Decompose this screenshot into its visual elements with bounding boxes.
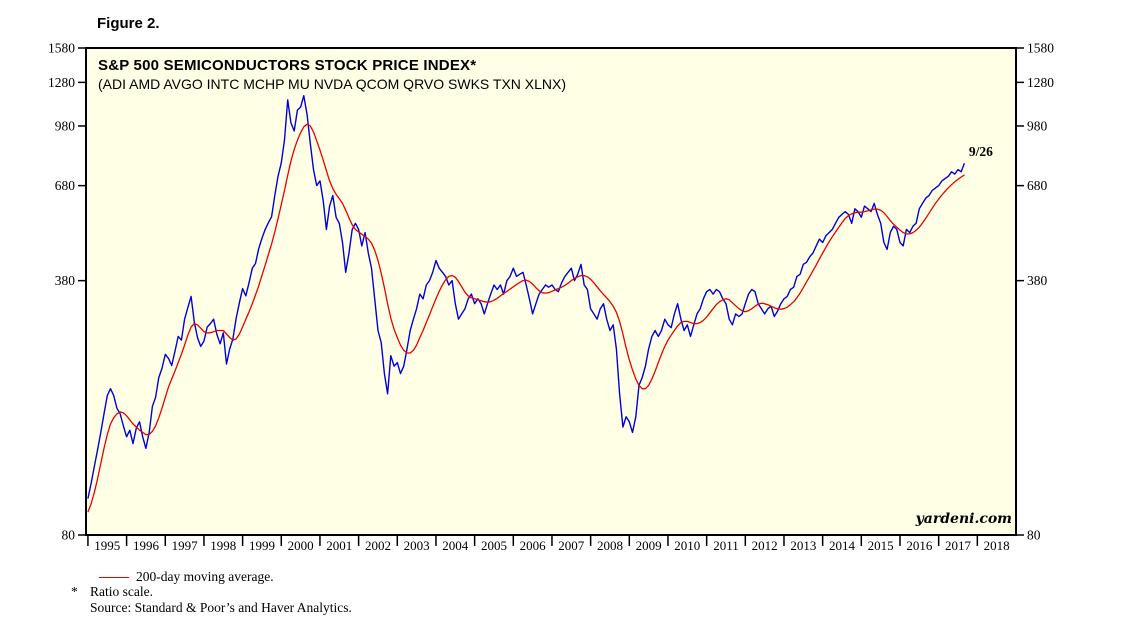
y-tick-label-right: 1280 bbox=[1027, 75, 1054, 90]
x-tick-label: 1999 bbox=[249, 538, 275, 553]
footnote-asterisk: * bbox=[71, 584, 78, 599]
legend-label: 200-day moving average. bbox=[136, 569, 274, 584]
y-tick-label-right: 1580 bbox=[1027, 41, 1054, 56]
x-tick-label: 2004 bbox=[442, 538, 469, 553]
series-s-p-500-semiconductors-stock-price-index-daily- bbox=[87, 94, 966, 499]
x-tick-label: 1996 bbox=[133, 538, 160, 553]
y-tick-label-left: 1580 bbox=[48, 41, 75, 56]
y-tick-label-right: 980 bbox=[1027, 118, 1048, 133]
watermark: yardeni.com bbox=[915, 511, 1012, 527]
x-tick-label: 1995 bbox=[94, 538, 120, 553]
x-tick-label: 2000 bbox=[288, 538, 314, 553]
footnote-ratio-scale: * Ratio scale. bbox=[71, 584, 153, 600]
figure-label: Figure 2. bbox=[97, 15, 160, 32]
y-tick-label-right: 680 bbox=[1027, 178, 1048, 193]
x-tick-label: 2008 bbox=[597, 538, 623, 553]
x-tick-label: 2005 bbox=[481, 538, 507, 553]
x-tick-label: 2017 bbox=[945, 538, 972, 553]
x-tick-label: 2016 bbox=[906, 538, 933, 553]
footnote-ratio-text: Ratio scale. bbox=[90, 584, 153, 599]
y-tick-label-left: 980 bbox=[55, 118, 76, 133]
x-tick-label: 2009 bbox=[636, 538, 662, 553]
y-tick-label-left: 80 bbox=[62, 528, 76, 543]
x-tick-label: 2013 bbox=[790, 538, 816, 553]
x-tick-label: 2001 bbox=[326, 538, 352, 553]
y-tick-label-left: 680 bbox=[55, 178, 76, 193]
latest-date-annotation: 9/26 bbox=[969, 144, 993, 159]
x-tick-label: 1998 bbox=[210, 538, 236, 553]
x-tick-label: 1997 bbox=[172, 538, 199, 553]
footnote-source: Source: Standard & Poor’s and Haver Anal… bbox=[90, 600, 352, 615]
y-tick-label-left: 380 bbox=[55, 273, 76, 288]
chart-subtitle: (ADI AMD AVGO INTC MCHP MU NVDA QCOM QRV… bbox=[98, 76, 567, 92]
y-tick-label-right: 380 bbox=[1027, 273, 1048, 288]
x-tick-label: 2012 bbox=[752, 538, 778, 553]
x-tick-label: 2002 bbox=[365, 538, 391, 553]
x-tick-label: 2010 bbox=[674, 538, 700, 553]
series-200-day-moving-average bbox=[87, 123, 965, 513]
x-tick-label: 2007 bbox=[558, 538, 585, 553]
y-tick-label-right: 80 bbox=[1027, 528, 1041, 543]
x-tick-label: 2015 bbox=[868, 538, 894, 553]
legend: 200-day moving average. bbox=[99, 569, 274, 585]
legend-line-red bbox=[99, 576, 129, 578]
chart-title: S&P 500 SEMICONDUCTORS STOCK PRICE INDEX… bbox=[98, 57, 477, 74]
x-tick-label: 2018 bbox=[984, 538, 1010, 553]
x-tick-label: 2011 bbox=[713, 538, 739, 553]
y-tick-label-left: 1280 bbox=[48, 75, 75, 90]
x-tick-label: 2003 bbox=[404, 538, 430, 553]
x-tick-label: 2014 bbox=[829, 538, 856, 553]
x-tick-label: 2006 bbox=[520, 538, 547, 553]
